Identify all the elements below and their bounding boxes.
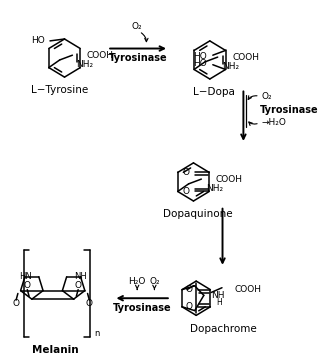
Text: Dopachrome: Dopachrome xyxy=(190,324,257,334)
Text: Tyrosinase: Tyrosinase xyxy=(112,303,171,313)
Text: Melanin: Melanin xyxy=(32,345,79,355)
Text: O₂: O₂ xyxy=(132,22,143,31)
Text: O₂: O₂ xyxy=(262,92,272,101)
Text: O: O xyxy=(12,299,20,308)
Text: COOH: COOH xyxy=(235,285,262,294)
Text: NH₂: NH₂ xyxy=(222,62,239,71)
Text: O: O xyxy=(182,187,189,196)
Text: L−Dopa: L−Dopa xyxy=(193,87,235,97)
Text: Tyrosinase: Tyrosinase xyxy=(109,53,167,63)
Text: H₂O: H₂O xyxy=(129,277,146,286)
Text: HO: HO xyxy=(194,52,207,61)
Text: HO: HO xyxy=(194,59,207,68)
Text: →H₂O: →H₂O xyxy=(262,118,286,127)
Text: COOH: COOH xyxy=(232,53,259,62)
Text: HO: HO xyxy=(31,36,44,46)
Text: n: n xyxy=(95,329,100,338)
Text: NH₂: NH₂ xyxy=(76,60,93,69)
Text: O: O xyxy=(86,299,93,308)
Text: L−Tyrosine: L−Tyrosine xyxy=(31,85,89,95)
Text: H: H xyxy=(216,298,222,307)
Text: O: O xyxy=(182,168,189,177)
Text: Tyrosinase: Tyrosinase xyxy=(260,105,318,115)
Text: O: O xyxy=(75,281,82,290)
Text: NH₂: NH₂ xyxy=(206,184,223,193)
Text: COOH: COOH xyxy=(216,174,243,184)
Text: O: O xyxy=(185,285,192,294)
Text: O: O xyxy=(24,281,31,290)
Text: NH: NH xyxy=(211,291,225,300)
Text: HN: HN xyxy=(19,272,31,281)
Text: O₂: O₂ xyxy=(149,277,160,286)
Text: O: O xyxy=(185,302,192,311)
Text: NH: NH xyxy=(74,272,87,281)
Text: COOH: COOH xyxy=(87,51,114,60)
Text: Dopaquinone: Dopaquinone xyxy=(163,209,233,219)
